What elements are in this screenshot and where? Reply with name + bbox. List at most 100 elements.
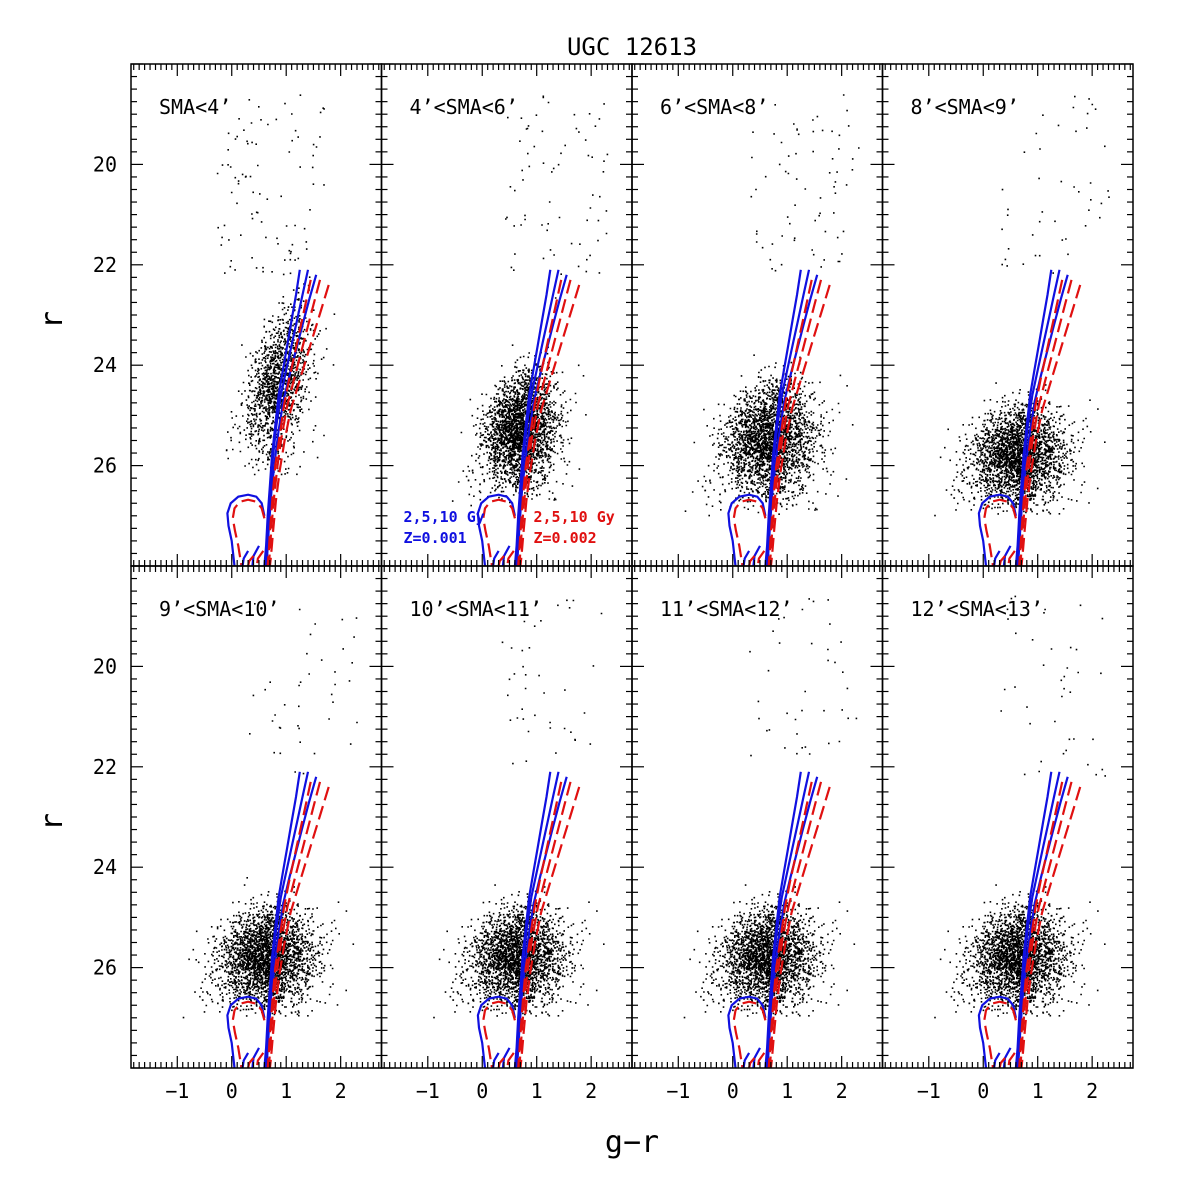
x-tick-label: 0	[226, 1079, 238, 1103]
isochrone-Z=0.002-2gyr	[767, 781, 813, 1068]
horizontal-branch-0	[226, 995, 266, 1068]
ms-hook-1	[993, 1052, 1001, 1068]
isochrone-Z=0.001-5gyr	[514, 771, 560, 1068]
isochrone-Z=0.002-2gyr	[266, 781, 312, 1068]
isochrone-Z=0.001-5gyr	[765, 771, 811, 1068]
isochrone-Z=0.002-2gyr	[266, 279, 312, 566]
horizontal-branch-0	[476, 493, 516, 566]
isochrone-Z=0.001-10gyr	[766, 274, 819, 566]
y-tick-label: 26	[93, 454, 117, 478]
ms-hook-1	[993, 550, 1001, 566]
panel-6: −1 0 1 2 10’<SMA<11’	[380, 565, 633, 1103]
isochrone-Z=0.002-10gyr	[519, 786, 581, 1068]
panel-frame	[380, 565, 633, 1069]
panel-label: SMA<4’	[159, 95, 231, 119]
isochrone-Z=0.001-10gyr	[265, 776, 318, 1068]
isochrone-Z=0.002-5gyr	[1019, 279, 1073, 566]
panel-3: 6’<SMA<8’	[631, 63, 884, 567]
isochrone-Z=0.002-10gyr	[1020, 786, 1082, 1068]
panel-frame	[130, 63, 383, 567]
horizontal-branch-1	[732, 498, 767, 566]
x-tick-label: 0	[977, 1079, 989, 1103]
isochrone-Z=0.002-5gyr	[768, 279, 823, 566]
horizontal-branch-1	[983, 1000, 1017, 1068]
y-tick-label: 20	[93, 152, 117, 176]
ms-hook-1	[742, 1052, 751, 1068]
isochrone-Z=0.002-5gyr	[1019, 781, 1073, 1068]
isochrone-Z=0.002-2gyr	[767, 279, 813, 566]
x-tick-label: −1	[416, 1079, 440, 1103]
ms-hook-2	[756, 1052, 766, 1068]
x-tick-label: 1	[781, 1079, 793, 1103]
isochrone-Z=0.002-10gyr	[268, 284, 330, 566]
isochrone-lines	[977, 771, 1082, 1068]
isochrone-Z=0.002-5gyr	[267, 279, 322, 566]
star-points	[182, 603, 358, 1019]
isochrone-Z=0.001-5gyr	[1015, 269, 1061, 566]
star-points	[684, 94, 860, 517]
isochrone-Z=0.002-5gyr	[267, 781, 322, 1068]
isochrone-lines	[226, 771, 330, 1068]
isochrone-lines	[476, 771, 581, 1068]
isochrone-Z=0.001-5gyr	[765, 269, 811, 566]
y-tick-label: 24	[93, 855, 117, 879]
isochrone-Z=0.002-2gyr	[517, 781, 563, 1068]
x-tick-label: 2	[335, 1079, 347, 1103]
panel-1: 20 22 24 26 SMA<4’	[93, 63, 383, 567]
data-points	[934, 95, 1110, 517]
horizontal-branch-0	[727, 493, 767, 566]
ms-hook-2	[255, 550, 265, 566]
isochrone-lines	[977, 269, 1082, 566]
panel-frame	[631, 565, 884, 1069]
y-axis-label-bottom: r	[35, 813, 70, 831]
ticks	[882, 565, 1133, 1069]
data-points	[684, 94, 860, 517]
ticks	[882, 63, 1133, 567]
ms-hook-2	[1007, 550, 1016, 566]
x-tick-label: 2	[585, 1079, 597, 1103]
isochrone-Z=0.001-10gyr	[516, 776, 568, 1068]
panel-label: 10’<SMA<11’	[410, 597, 542, 621]
isochrone-Z=0.001-5gyr	[264, 771, 310, 1068]
isochrone-lines	[476, 269, 581, 566]
x-tick-label: −1	[666, 1079, 690, 1103]
panel-frame	[130, 565, 383, 1069]
horizontal-branch-1	[983, 498, 1017, 566]
panel-frame	[380, 63, 633, 567]
isochrone-lines	[727, 269, 831, 566]
panel-2: 4’<SMA<6’ 2,5,10 Gy Z=0.001 2,5,10 Gy Z=0.00…	[380, 63, 633, 567]
x-tick-label: −1	[165, 1079, 189, 1103]
panel-8: −1 0 1 2 12’<SMA<13’	[881, 565, 1134, 1103]
isochrone-Z=0.002-10gyr	[1020, 284, 1082, 566]
legend-entry-0: Z=0.001	[404, 529, 467, 547]
horizontal-branch-0	[476, 995, 516, 1068]
x-tick-label: 0	[476, 1079, 488, 1103]
horizontal-branch-0	[977, 493, 1017, 566]
ms-hook-1	[492, 550, 500, 566]
y-tick-label: 22	[93, 755, 117, 779]
x-tick-label: 1	[280, 1079, 292, 1103]
x-tick-label: 2	[1086, 1079, 1098, 1103]
isochrone-Z=0.002-10gyr	[769, 786, 831, 1068]
ms-hook-2	[506, 1052, 515, 1068]
star-points	[934, 595, 1106, 1019]
ticks	[632, 565, 883, 1069]
isochrone-Z=0.001-5gyr	[514, 269, 560, 566]
data-points	[433, 599, 605, 1019]
panel-label: 8’<SMA<9’	[911, 95, 1019, 119]
isochrone-Z=0.001-10gyr	[766, 776, 819, 1068]
isochrone-Z=0.001-10gyr	[1017, 776, 1069, 1068]
panel-label: 9’<SMA<10’	[159, 597, 279, 621]
legend-entry-0: 2,5,10 Gy	[404, 508, 485, 526]
horizontal-branch-1	[732, 1000, 767, 1068]
panel-5: −1 0 1 2 20 22 24 26 9’<SMA<10’	[93, 565, 383, 1103]
ticks	[131, 63, 382, 567]
panel-label: 6’<SMA<8’	[660, 95, 768, 119]
horizontal-branch-1	[482, 498, 516, 566]
panel-4: 8’<SMA<9’	[881, 63, 1134, 567]
isochrone-lines	[727, 771, 831, 1068]
isochrone-Z=0.002-2gyr	[1018, 781, 1064, 1068]
y-tick-label: 22	[93, 253, 117, 277]
